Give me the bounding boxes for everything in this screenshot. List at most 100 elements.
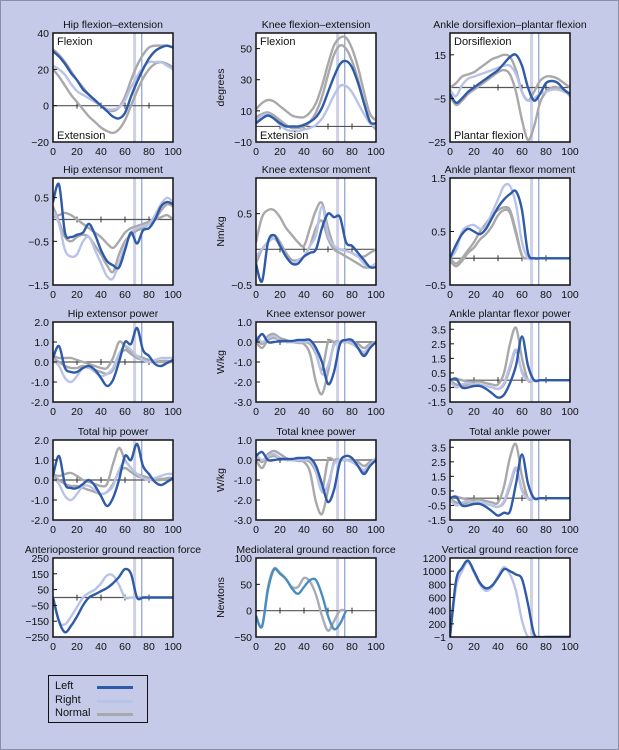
- y-tick-label: -1.5: [428, 397, 446, 409]
- y-tick-label: 1000: [423, 566, 447, 578]
- chart-panel: Total knee power W/kg 1.0 0.0 -1.0 -2.0 -3.00 2…: [215, 426, 385, 536]
- y-tick-label: 30: [240, 75, 252, 87]
- y-tick-label: −50: [234, 632, 252, 644]
- y-tick-label: 150: [31, 569, 49, 581]
- x-tick-label: 40: [95, 146, 107, 158]
- x-tick-label: 0: [447, 641, 453, 653]
- y-tick-label: -2.0: [234, 377, 252, 389]
- series-line-left: [53, 182, 173, 270]
- plot-border: [449, 32, 571, 143]
- y-tick-label: 1.0: [34, 455, 49, 467]
- x-tick-label: 60: [516, 289, 528, 301]
- chart-title: Knee extensor moment: [262, 164, 371, 176]
- x-tick-label: 0: [50, 289, 56, 301]
- plot-border: [449, 321, 571, 403]
- x-tick-label: 0: [447, 146, 453, 158]
- legend-label: Normal: [55, 707, 91, 719]
- y-tick-label: −25: [428, 137, 446, 149]
- x-tick-label: 20: [71, 289, 83, 301]
- series-line-right: [450, 63, 570, 103]
- chart-title: Ankle dorsiflexion–plantar flexion: [433, 19, 587, 31]
- chart-panel: Anterioposterior ground reaction force25…: [25, 544, 201, 653]
- x-tick-label: 20: [71, 641, 83, 653]
- y-tick-label: 50: [240, 579, 252, 591]
- y-tick-label: 0.5: [431, 227, 446, 239]
- y-tick-label: 400: [428, 606, 446, 618]
- legend-item-normal: Normal: [55, 707, 145, 721]
- x-tick-label: 100: [164, 146, 182, 158]
- x-tick-label: 100: [561, 641, 579, 653]
- y-tick-label: 1200: [423, 553, 447, 565]
- plot-border: [52, 32, 174, 143]
- y-tick-label: -3.0: [234, 515, 252, 527]
- y-axis-label: W/kg: [215, 350, 227, 374]
- chart-title: Hip extensor moment: [63, 164, 163, 176]
- series-line-left: [256, 450, 376, 504]
- y-tick-label: -1.0: [31, 377, 49, 389]
- x-tick-label: 20: [274, 146, 286, 158]
- legend-swatch-right: [97, 700, 133, 703]
- x-tick-label: 100: [561, 146, 579, 158]
- x-tick-label: 40: [298, 146, 310, 158]
- y-axis-label: degrees: [215, 69, 227, 107]
- x-tick-label: 60: [119, 289, 131, 301]
- series-line-left: [53, 567, 173, 634]
- y-axis-label: W/kg: [215, 468, 227, 492]
- y-tick-label: 100: [234, 553, 252, 565]
- x-tick-label: 60: [322, 524, 334, 536]
- legend-label: Right: [55, 694, 81, 706]
- chart-title: Vertical ground reaction force: [442, 544, 579, 556]
- x-tick-label: 80: [540, 289, 552, 301]
- y-tick-label: 0.5: [431, 368, 446, 380]
- y-tick-label: 1.5: [431, 353, 446, 365]
- series-line-left: [450, 559, 570, 637]
- x-tick-label: 20: [274, 524, 286, 536]
- legend-item-right: Right: [55, 694, 145, 708]
- x-tick-label: 20: [71, 146, 83, 158]
- x-tick-label: 80: [143, 641, 155, 653]
- series-line-left: [450, 189, 570, 260]
- x-tick-label: 20: [468, 289, 480, 301]
- plot-area: [450, 558, 570, 637]
- y-tick-label: 2.5: [431, 339, 446, 351]
- x-tick-label: 0: [50, 524, 56, 536]
- y-tick-label: -0.5: [428, 382, 446, 394]
- y-tick-label: −1: [434, 632, 446, 644]
- y-tick-label: 1.5: [431, 471, 446, 483]
- y-tick-label: 800: [428, 579, 446, 591]
- series-line-left: [256, 332, 376, 386]
- legend-item-left: Left: [55, 680, 145, 694]
- annotation-bottom: Plantar flexion: [454, 130, 524, 142]
- y-tick-label: -0.5: [428, 500, 446, 512]
- chart-title: Total hip power: [78, 426, 149, 438]
- y-tick-label: -1.0: [234, 475, 252, 487]
- y-tick-label: 1.5: [431, 173, 446, 185]
- y-tick-label: 0.5: [237, 209, 252, 221]
- x-tick-label: 40: [298, 641, 310, 653]
- y-tick-label: 50: [37, 585, 49, 597]
- y-tick-label: 2.0: [34, 435, 49, 447]
- chart-title: Mediolateral ground reaction force: [236, 544, 396, 556]
- legend-swatch-normal: [97, 713, 133, 716]
- legend: Left Right Normal: [48, 675, 148, 723]
- x-tick-label: 20: [468, 641, 480, 653]
- x-tick-label: 100: [164, 641, 182, 653]
- y-tick-label: -1.0: [234, 357, 252, 369]
- x-tick-label: 100: [561, 289, 579, 301]
- x-tick-label: 0: [253, 289, 259, 301]
- y-tick-label: 15: [434, 50, 446, 62]
- x-tick-label: 100: [367, 641, 385, 653]
- x-tick-label: 20: [468, 406, 480, 418]
- series-line-normal-lower: [256, 43, 376, 131]
- x-tick-label: 40: [492, 289, 504, 301]
- series-line-left: [53, 326, 173, 388]
- x-tick-label: 20: [274, 641, 286, 653]
- chart-panel: Total ankle power 3.5 2.5 1.5 0.5 -0.5 -1.50 20…: [428, 426, 579, 536]
- y-tick-label: 250: [31, 553, 49, 565]
- chart-title: Hip flexion–extension: [63, 19, 163, 31]
- x-tick-label: 40: [95, 641, 107, 653]
- chart-panel: Knee extensor power W/kg 1.0 0.0 -1.0 -2.0 -3.…: [215, 308, 385, 418]
- y-tick-label: 2.0: [34, 317, 49, 329]
- plot-border: [255, 177, 377, 286]
